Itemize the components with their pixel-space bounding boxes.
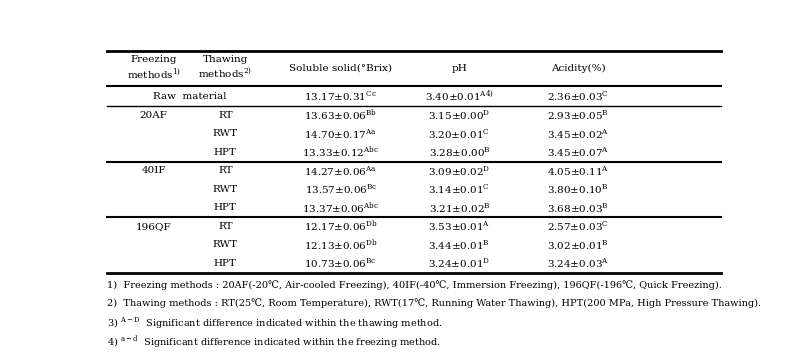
Text: 13.37±0.06$^{\mathregular{Abc}}$: 13.37±0.06$^{\mathregular{Abc}}$ [302, 200, 379, 216]
Text: 3) $^{\mathregular{A-D}}$  Significant difference indicated within the thawing m: 3) $^{\mathregular{A-D}}$ Significant di… [107, 316, 443, 331]
Text: 3.15±0.00$^{\mathregular{D}}$: 3.15±0.00$^{\mathregular{D}}$ [428, 109, 490, 122]
Text: 3.45±0.02$^{\mathregular{A}}$: 3.45±0.02$^{\mathregular{A}}$ [547, 127, 609, 140]
Text: Freezing
methods$^{\mathregular{1)}}$: Freezing methods$^{\mathregular{1)}}$ [126, 55, 180, 81]
Text: RT: RT [218, 166, 233, 175]
Text: RT: RT [218, 111, 233, 120]
Text: 10.73±0.06$^{\mathregular{Bc}}$: 10.73±0.06$^{\mathregular{Bc}}$ [304, 257, 378, 270]
Text: 2.36±0.03$^{\mathregular{C}}$: 2.36±0.03$^{\mathregular{C}}$ [547, 89, 609, 103]
Text: 3.09±0.02$^{\mathregular{D}}$: 3.09±0.02$^{\mathregular{D}}$ [428, 164, 490, 178]
Text: 2.57±0.03$^{\mathregular{C}}$: 2.57±0.03$^{\mathregular{C}}$ [547, 220, 609, 233]
Text: 4.05±0.11$^{\mathregular{A}}$: 4.05±0.11$^{\mathregular{A}}$ [547, 164, 609, 178]
Text: 14.27±0.06$^{\mathregular{Aa}}$: 14.27±0.06$^{\mathregular{Aa}}$ [304, 164, 378, 178]
Text: 3.24±0.01$^{\mathregular{D}}$: 3.24±0.01$^{\mathregular{D}}$ [428, 257, 490, 270]
Text: RWT: RWT [213, 130, 238, 138]
Text: 12.13±0.06$^{\mathregular{Db}}$: 12.13±0.06$^{\mathregular{Db}}$ [304, 237, 378, 252]
Text: 3.80±0.10$^{\mathregular{B}}$: 3.80±0.10$^{\mathregular{B}}$ [547, 183, 609, 196]
Text: 3.28±0.00$^{\mathregular{B}}$: 3.28±0.00$^{\mathregular{B}}$ [428, 146, 490, 159]
Text: Raw  material: Raw material [153, 91, 226, 101]
Text: 13.17±0.31$^{\mathregular{Cc}}$: 13.17±0.31$^{\mathregular{Cc}}$ [304, 89, 378, 103]
Text: 12.17±0.06$^{\mathregular{Db}}$: 12.17±0.06$^{\mathregular{Db}}$ [304, 219, 378, 234]
Text: 13.33±0.12$^{\mathregular{Abc}}$: 13.33±0.12$^{\mathregular{Abc}}$ [302, 145, 379, 160]
Text: RWT: RWT [213, 240, 238, 249]
Text: 3.68±0.03$^{\mathregular{B}}$: 3.68±0.03$^{\mathregular{B}}$ [547, 201, 609, 215]
Text: 3.44±0.01$^{\mathregular{B}}$: 3.44±0.01$^{\mathregular{B}}$ [428, 238, 490, 251]
Text: 3.24±0.03$^{\mathregular{A}}$: 3.24±0.03$^{\mathregular{A}}$ [547, 257, 609, 270]
Text: 13.63±0.06$^{\mathregular{Bb}}$: 13.63±0.06$^{\mathregular{Bb}}$ [304, 108, 378, 123]
Text: 3.45±0.07$^{\mathregular{A}}$: 3.45±0.07$^{\mathregular{A}}$ [547, 146, 609, 159]
Text: RWT: RWT [213, 185, 238, 194]
Text: pH: pH [452, 64, 467, 73]
Text: 3.53±0.01$^{\mathregular{A}}$: 3.53±0.01$^{\mathregular{A}}$ [428, 220, 490, 233]
Text: 2.93±0.05$^{\mathregular{B}}$: 2.93±0.05$^{\mathregular{B}}$ [547, 109, 609, 122]
Text: 13.57±0.06$^{\mathregular{Bc}}$: 13.57±0.06$^{\mathregular{Bc}}$ [304, 183, 377, 196]
Text: 20AF: 20AF [140, 111, 167, 120]
Text: 14.70±0.17$^{\mathregular{Aa}}$: 14.70±0.17$^{\mathregular{Aa}}$ [304, 127, 378, 140]
Text: 3.40±0.01$^{\mathregular{A4)}}$: 3.40±0.01$^{\mathregular{A4)}}$ [425, 89, 494, 103]
Text: 3.20±0.01$^{\mathregular{C}}$: 3.20±0.01$^{\mathregular{C}}$ [428, 127, 490, 140]
Text: Acidity(%): Acidity(%) [551, 64, 605, 73]
Text: 2)  Thawing methods : RT(25℃, Room Temperature), RWT(17℃, Running Water Thawing): 2) Thawing methods : RT(25℃, Room Temper… [107, 298, 761, 308]
Text: 3.14±0.01$^{\mathregular{C}}$: 3.14±0.01$^{\mathregular{C}}$ [428, 183, 490, 196]
Text: 1)  Freezing methods : 20AF(-20℃, Air-cooled Freezing), 40IF(-40℃, Immersion Fre: 1) Freezing methods : 20AF(-20℃, Air-coo… [107, 281, 722, 291]
Text: HPT: HPT [214, 148, 237, 157]
Text: 3.02±0.01$^{\mathregular{B}}$: 3.02±0.01$^{\mathregular{B}}$ [547, 238, 609, 251]
Text: 196QF: 196QF [136, 222, 171, 231]
Text: 40IF: 40IF [142, 166, 166, 175]
Text: Soluble solid(°Brix): Soluble solid(°Brix) [289, 64, 392, 73]
Text: RT: RT [218, 222, 233, 231]
Text: HPT: HPT [214, 259, 237, 268]
Text: Thawing
methods$^{\mathregular{2)}}$: Thawing methods$^{\mathregular{2)}}$ [198, 55, 253, 81]
Text: HPT: HPT [214, 203, 237, 213]
Text: 3.21±0.02$^{\mathregular{B}}$: 3.21±0.02$^{\mathregular{B}}$ [428, 201, 490, 215]
Text: 4) $^{\mathregular{a-d}}$  Significant difference indicated within the freezing : 4) $^{\mathregular{a-d}}$ Significant di… [107, 334, 441, 351]
